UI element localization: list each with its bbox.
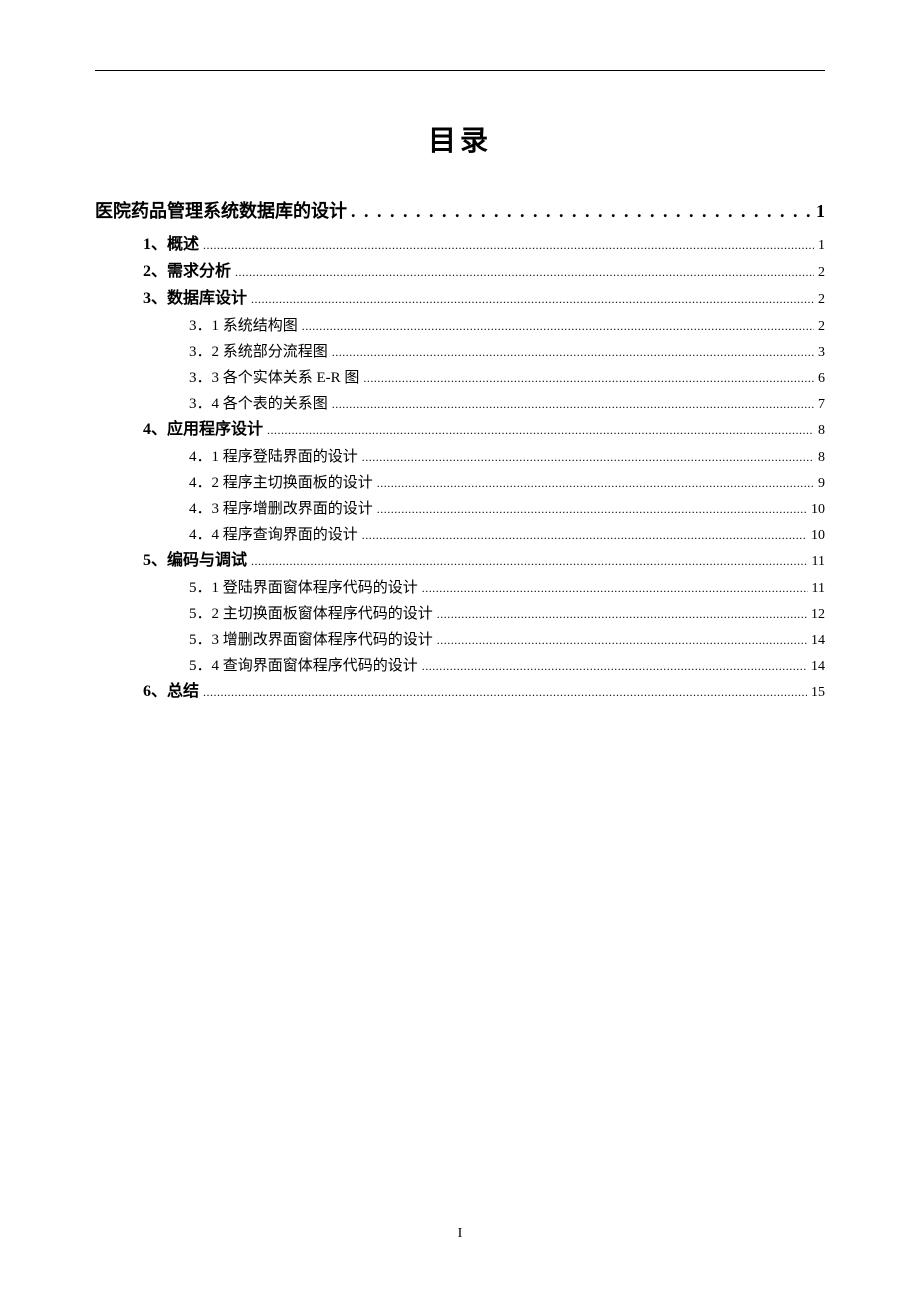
toc-entry-page: 2 — [818, 288, 825, 312]
toc-entry: 4．1 程序登陆界面的设计 8 — [95, 445, 825, 470]
toc-entry: 3．3 各个实体关系 E-R 图 6 — [95, 366, 825, 391]
toc-leader — [422, 654, 807, 678]
toc-leader — [267, 418, 814, 442]
toc-entry: 5．3 增删改界面窗体程序代码的设计 14 — [95, 628, 825, 653]
toc-entry-label: 4．2 程序主切换面板的设计 — [189, 471, 373, 495]
toc-entry-page: 9 — [818, 472, 825, 496]
toc-leader — [251, 549, 808, 573]
table-of-contents: 医院药品管理系统数据库的设计11、概述12、需求分析23、数据库设计23．1 系… — [95, 197, 825, 705]
toc-entry-label: 3．2 系统部分流程图 — [189, 340, 328, 364]
toc-entry-page: 2 — [818, 261, 825, 285]
page-number: I — [0, 1226, 920, 1242]
toc-entry-page: 2 — [818, 315, 825, 339]
toc-entry-page: 10 — [811, 524, 825, 548]
toc-leader — [203, 233, 814, 257]
toc-entry-label: 3．1 系统结构图 — [189, 314, 298, 338]
toc-entry: 5．1 登陆界面窗体程序代码的设计 11 — [95, 576, 825, 601]
toc-entry-label: 1、概述 — [143, 233, 199, 257]
toc-entry-page: 12 — [811, 603, 825, 627]
toc-entry-label: 2、需求分析 — [143, 260, 231, 284]
toc-leader — [422, 576, 808, 600]
toc-entry: 3．1 系统结构图 2 — [95, 314, 825, 339]
toc-entry-label: 3．3 各个实体关系 E-R 图 — [189, 366, 359, 390]
toc-entry-label: 4．3 程序增删改界面的设计 — [189, 497, 373, 521]
toc-entry-label: 4、应用程序设计 — [143, 418, 263, 442]
toc-entry-label: 4．1 程序登陆界面的设计 — [189, 445, 358, 469]
toc-entry: 4．4 程序查询界面的设计 10 — [95, 523, 825, 548]
toc-entry-page: 1 — [818, 234, 825, 258]
toc-leader — [235, 260, 814, 284]
toc-leader — [363, 366, 814, 390]
toc-entry-page: 10 — [811, 498, 825, 522]
toc-leader — [302, 314, 814, 338]
toc-entry-label: 3．4 各个表的关系图 — [189, 392, 328, 416]
toc-entry-page: 1 — [816, 197, 825, 225]
toc-entry-label: 5．4 查询界面窗体程序代码的设计 — [189, 654, 418, 678]
toc-entry: 3．2 系统部分流程图 3 — [95, 340, 825, 365]
toc-title: 目录 — [95, 119, 825, 159]
toc-entry-page: 11 — [812, 577, 825, 601]
toc-leader — [332, 340, 814, 364]
toc-entry-label: 3、数据库设计 — [143, 287, 247, 311]
document-page: 目录 医院药品管理系统数据库的设计11、概述12、需求分析23、数据库设计23．… — [0, 0, 920, 705]
toc-leader — [362, 445, 814, 469]
toc-entry: 4．2 程序主切换面板的设计 9 — [95, 471, 825, 496]
toc-entry: 6、总结 15 — [95, 680, 825, 705]
toc-entry: 5．2 主切换面板窗体程序代码的设计 12 — [95, 602, 825, 627]
toc-entry-page: 6 — [818, 367, 825, 391]
toc-leader — [437, 628, 807, 652]
toc-entry-page: 7 — [818, 393, 825, 417]
toc-entry-page: 14 — [811, 629, 825, 653]
toc-entry: 5、编码与调试 11 — [95, 549, 825, 574]
toc-leader — [362, 523, 807, 547]
toc-entry-label: 4．4 程序查询界面的设计 — [189, 523, 358, 547]
toc-entry-page: 14 — [811, 655, 825, 679]
toc-leader — [377, 471, 814, 495]
toc-entry: 4．3 程序增删改界面的设计 10 — [95, 497, 825, 522]
toc-entry-page: 11 — [812, 550, 825, 574]
horizontal-rule — [95, 70, 825, 71]
toc-entry-page: 15 — [811, 681, 825, 705]
toc-entry: 1、概述 1 — [95, 233, 825, 258]
toc-entry: 4、应用程序设计 8 — [95, 418, 825, 443]
toc-leader — [203, 680, 807, 704]
toc-entry-label: 医院药品管理系统数据库的设计 — [95, 197, 347, 225]
toc-entry: 3、数据库设计 2 — [95, 287, 825, 312]
toc-leader — [377, 497, 807, 521]
toc-entry-label: 6、总结 — [143, 680, 199, 704]
toc-entry-label: 5、编码与调试 — [143, 549, 247, 573]
toc-leader — [351, 197, 812, 225]
toc-entry: 3．4 各个表的关系图 7 — [95, 392, 825, 417]
toc-entry: 5．4 查询界面窗体程序代码的设计 14 — [95, 654, 825, 679]
toc-leader — [251, 287, 814, 311]
toc-entry-page: 8 — [818, 419, 825, 443]
toc-entry-label: 5．2 主切换面板窗体程序代码的设计 — [189, 602, 433, 626]
toc-entry: 2、需求分析 2 — [95, 260, 825, 285]
toc-entry-page: 8 — [818, 446, 825, 470]
toc-entry-label: 5．3 增删改界面窗体程序代码的设计 — [189, 628, 433, 652]
toc-leader — [437, 602, 807, 626]
toc-leader — [332, 392, 814, 416]
toc-entry-page: 3 — [818, 341, 825, 365]
toc-entry: 医院药品管理系统数据库的设计 1 — [95, 197, 825, 225]
toc-entry-label: 5．1 登陆界面窗体程序代码的设计 — [189, 576, 418, 600]
